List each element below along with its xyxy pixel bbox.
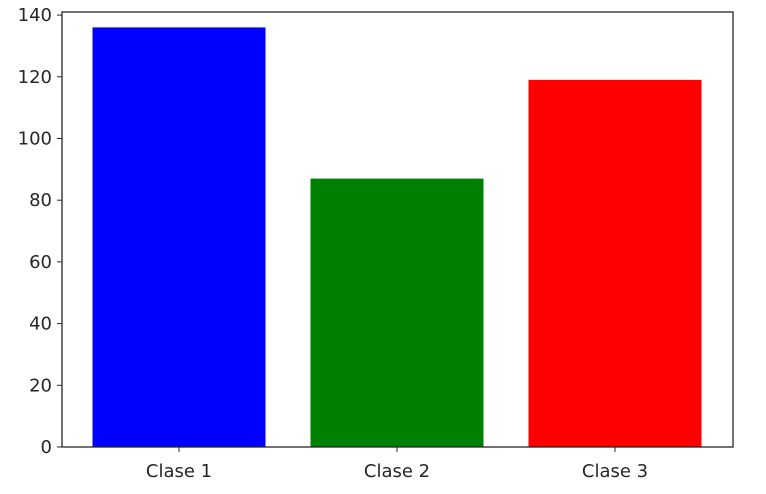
ticks-layer: Clase 1 Clase 2 Clase 3 0 20 40 60 80 100 120 140 xyxy=(18,5,648,482)
x-tick-label: Clase 2 xyxy=(364,461,430,482)
y-tick-label: 60 xyxy=(29,252,52,273)
bars-layer xyxy=(92,27,702,447)
y-tick-label: 20 xyxy=(29,375,52,396)
y-tick-label: 80 xyxy=(29,190,52,211)
x-tick-label: Clase 1 xyxy=(146,461,212,482)
bar-clase-2 xyxy=(310,178,484,447)
y-tick-label: 0 xyxy=(41,437,52,458)
x-tick-label: Clase 3 xyxy=(582,461,648,482)
y-tick-label: 120 xyxy=(18,67,52,88)
y-tick-label: 100 xyxy=(18,128,52,149)
bar-clase-3 xyxy=(528,79,702,447)
bar-clase-1 xyxy=(92,27,266,447)
y-tick-label: 40 xyxy=(29,314,52,335)
y-tick-label: 140 xyxy=(18,5,52,26)
